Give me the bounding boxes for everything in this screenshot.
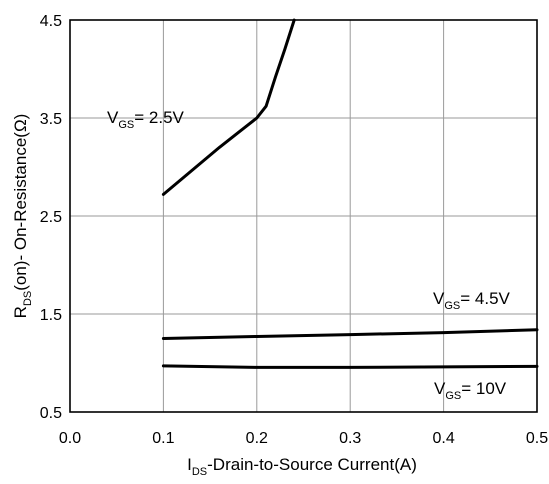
- x-axis-title: IDS-Drain-to-Source Current(A): [187, 455, 417, 478]
- series-label-vgs-4-5v: VGS= 4.5V: [433, 289, 511, 312]
- series-label-main: V: [434, 379, 446, 398]
- y-tick-label: 2.5: [40, 209, 62, 226]
- series-label-main: V: [433, 289, 445, 308]
- x-tick-labels: 0.0 0.1 0.2 0.3 0.4 0.5: [59, 430, 548, 447]
- x-axis-title-sub: DS: [192, 466, 207, 478]
- series-label-rest: = 4.5V: [460, 289, 510, 308]
- y-axis-title-main: R: [11, 306, 30, 318]
- x-tick-label: 0.0: [59, 430, 81, 447]
- series-line-1: [161, 328, 539, 340]
- x-tick-label: 0.5: [526, 430, 548, 447]
- x-axis-title-main: I: [187, 455, 192, 474]
- grid: [70, 20, 537, 412]
- x-tick-label: 0.4: [432, 430, 454, 447]
- y-tick-label: 3.5: [40, 111, 62, 128]
- x-tick-label: 0.1: [152, 430, 174, 447]
- y-tick-label: 4.5: [40, 13, 62, 30]
- plot-frame: [69, 19, 538, 413]
- series-label-sub: GS: [444, 300, 460, 312]
- y-axis-title-sub: DS: [22, 291, 34, 306]
- series-label-vgs-10v: VGS= 10V: [434, 379, 507, 402]
- x-axis-title-rest: -Drain-to-Source Current(A): [207, 455, 417, 474]
- x-tick-label: 0.2: [246, 430, 268, 447]
- y-axis-title-rest: (on)- On-Resistance(Ω): [11, 114, 30, 291]
- series-line-0: [161, 18, 296, 196]
- series-line-2: [161, 364, 539, 369]
- x-tick-label: 0.3: [339, 430, 361, 447]
- series-label-rest: = 10V: [461, 379, 507, 398]
- y-tick-label: 1.5: [40, 307, 62, 324]
- series-lines: [161, 18, 539, 369]
- y-tick-labels: 0.5 1.5 2.5 3.5 4.5: [40, 13, 62, 422]
- series-label-rest: = 2.5V: [134, 108, 184, 127]
- y-axis-title: RDS(on)- On-Resistance(Ω): [11, 114, 34, 319]
- y-tick-label: 0.5: [40, 405, 62, 422]
- series-label-main: V: [107, 108, 119, 127]
- series-label-vgs-2-5v: VGS= 2.5V: [107, 108, 185, 131]
- series-label-sub: GS: [445, 390, 461, 402]
- series-label-sub: GS: [118, 119, 134, 131]
